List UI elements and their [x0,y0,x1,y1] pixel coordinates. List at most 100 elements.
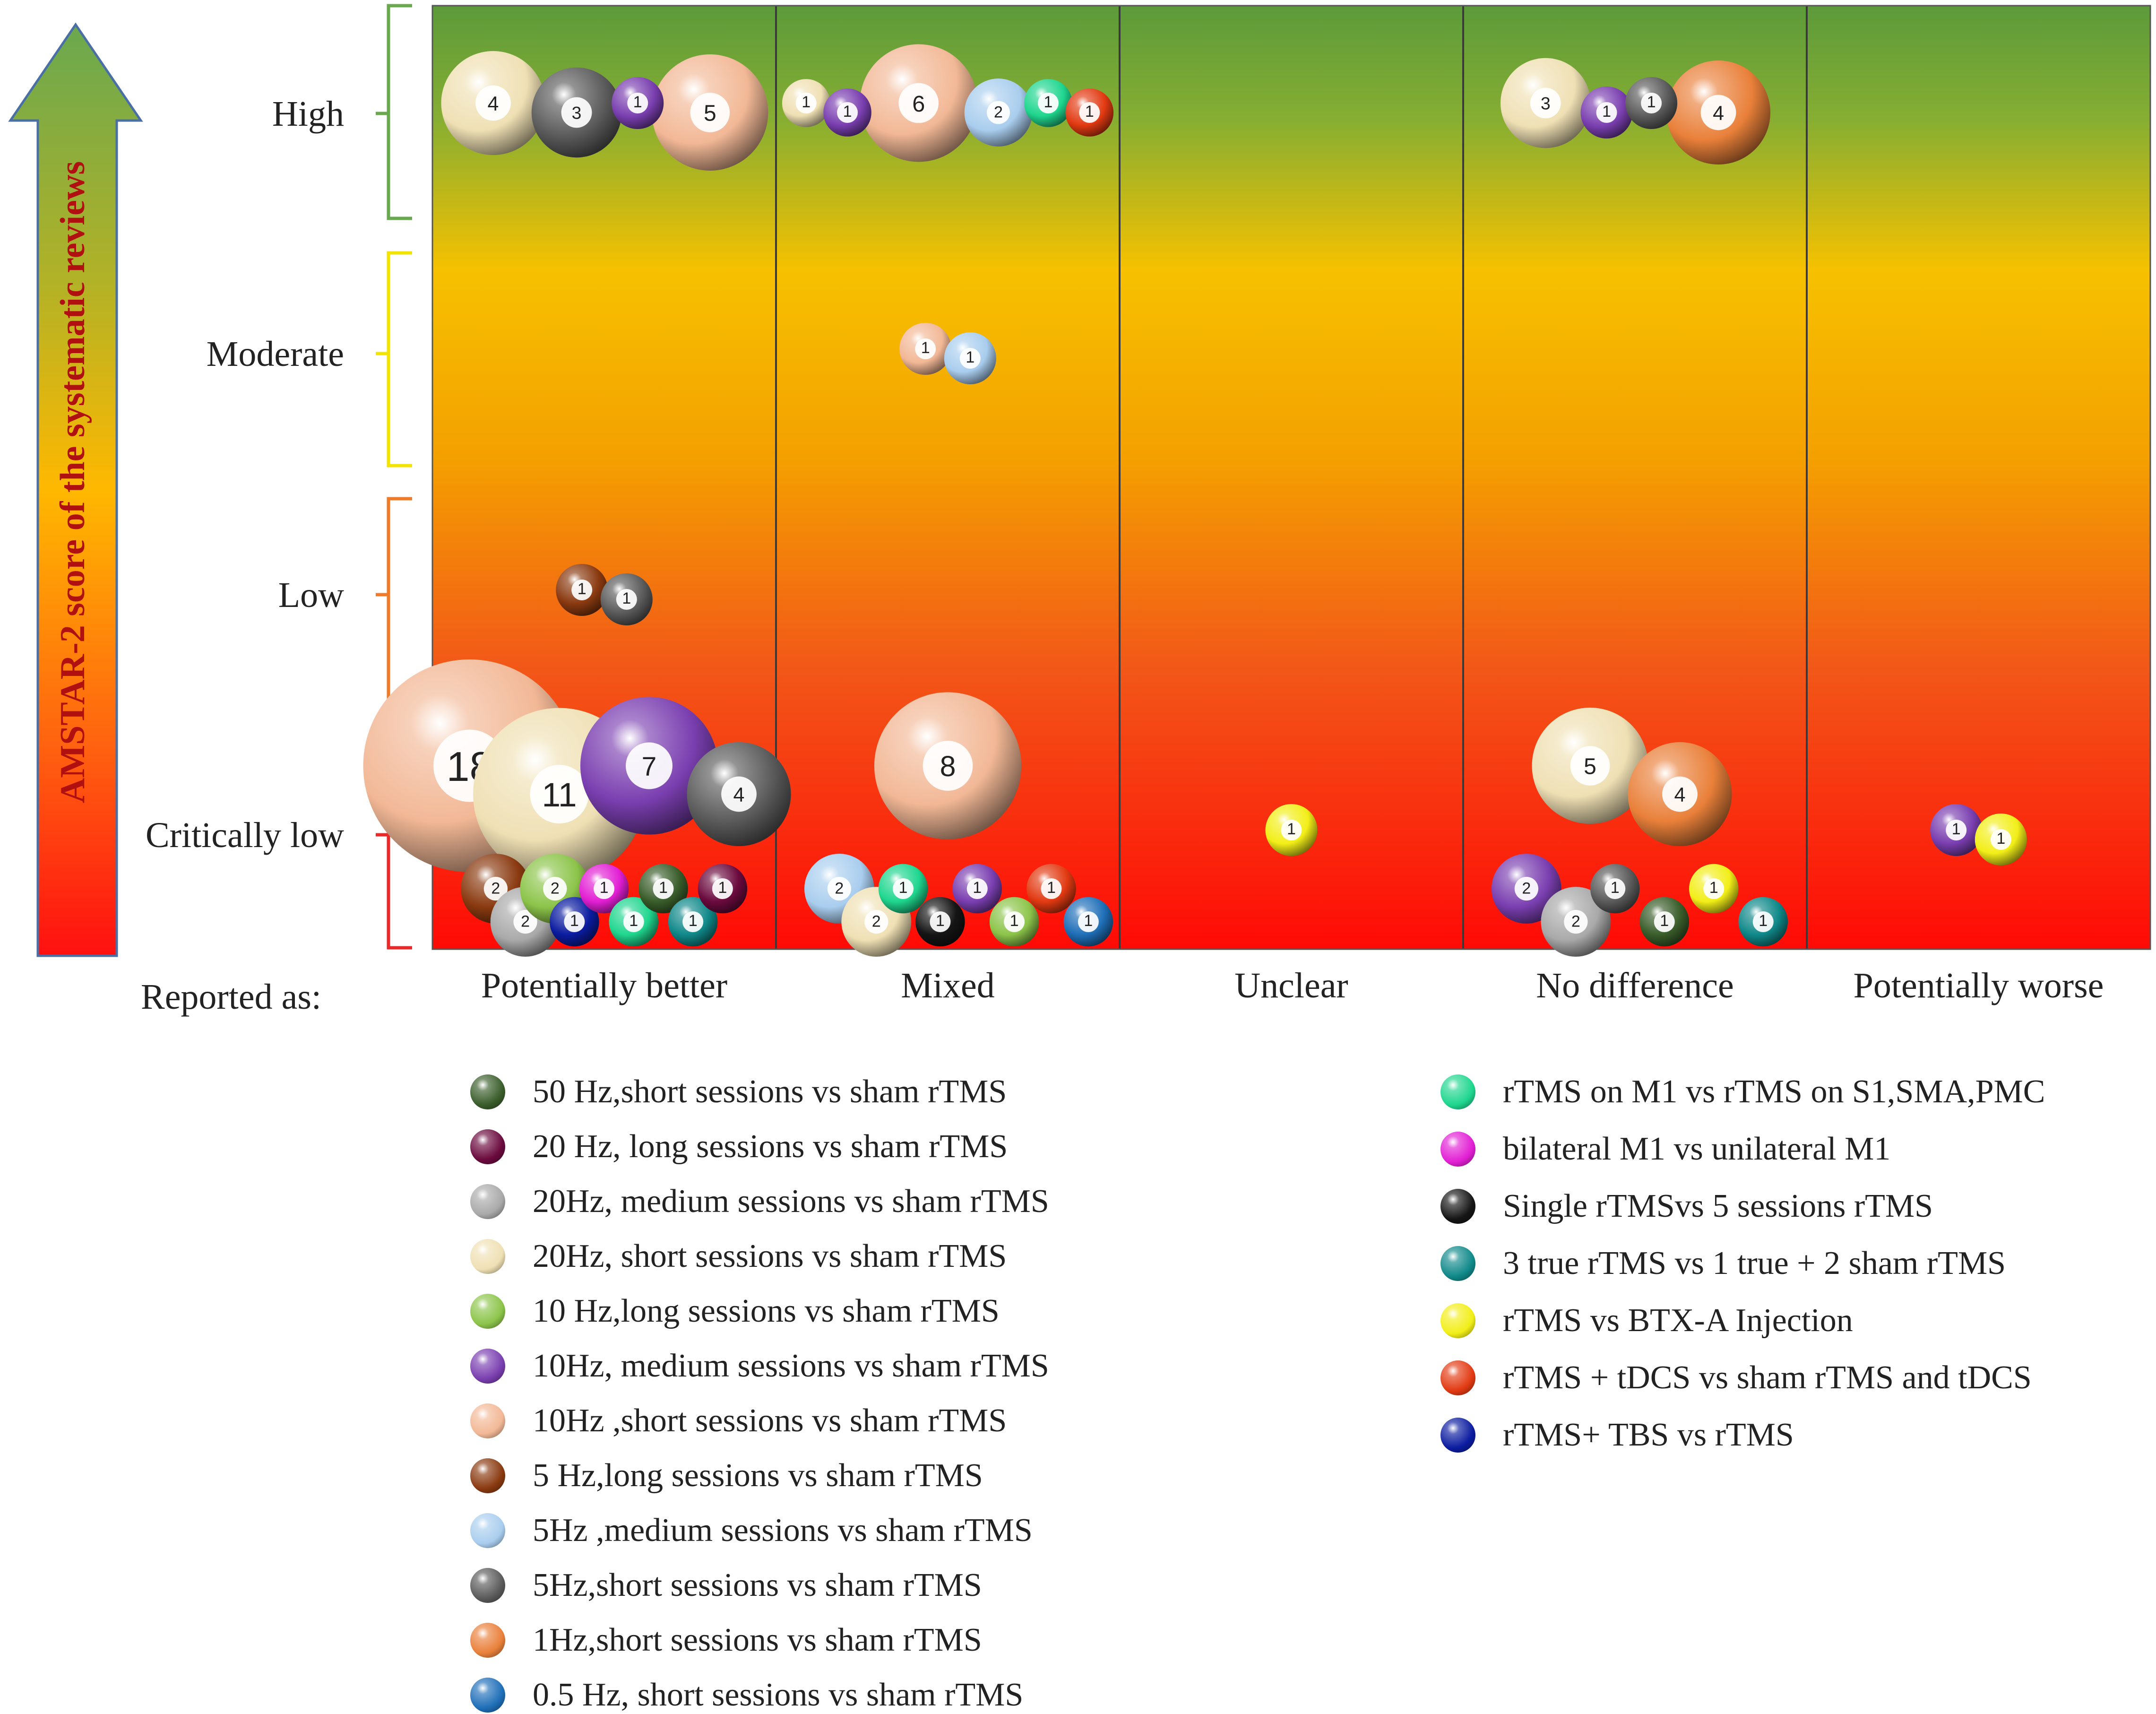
bubble-value-label: 4 [1713,102,1724,125]
bubble-value-disc [561,97,592,128]
bubble-value-disc [987,101,1010,124]
bubble-value-label: 1 [1047,879,1056,897]
bubble-value-disc [1662,776,1698,812]
column-label: Potentially better [481,966,727,1005]
bubble: 1 [1265,804,1318,856]
legend-label: 3 true rTMS vs 1 true + 2 sham rTMS [1503,1245,2006,1281]
column-label: Mixed [901,966,994,1005]
legend-sphere-icon [470,1294,505,1329]
bubble-value-disc [1530,87,1561,119]
legend-item: 5Hz ,medium sessions vs sham rTMS [470,1512,1033,1550]
bubble-value-label: 1 [1660,912,1669,930]
legend-item: 20 Hz, long sessions vs sham rTMS [470,1128,1008,1166]
bubble: 6 [860,44,978,162]
bubble: 3 [531,67,622,158]
legend-label: 5 Hz,long sessions vs sham rTMS [533,1457,983,1494]
legend-sphere-icon [470,1074,505,1109]
legend-item: 0.5 Hz, short sessions vs sham rTMS [470,1676,1023,1714]
legend-sphere-icon [470,1349,505,1384]
bubble: 1 [989,897,1039,947]
bubble-value-label: 1 [1084,912,1093,930]
bubble-value-label: 1 [921,339,930,357]
bubble: 1 [915,897,965,947]
bubble: 4 [1666,61,1771,164]
legend-label: rTMS on M1 vs rTMS on S1,SMA,PMC [1503,1073,2045,1110]
bubble: 4 [1628,742,1732,846]
bubble: 1 [1590,864,1640,914]
bubble-value-label: 1 [1996,830,2005,848]
bubble-value-label: 1 [600,879,609,897]
legend-label: 20Hz, short sessions vs sham rTMS [533,1238,1007,1274]
bubble-value-label: 3 [1541,94,1551,113]
bubble-value-label: 5 [704,101,716,126]
bubble-value-disc [959,348,981,369]
bubble-value-disc [1752,911,1774,932]
bubble: 1 [638,864,688,914]
legend-sphere-icon [470,1458,505,1493]
bubble-value-disc [827,876,852,901]
legend-label: Single rTMSvs 5 sessions rTMS [1503,1188,1933,1224]
bubble: 4 [441,51,545,155]
legend-label: 20 Hz, long sessions vs sham rTMS [533,1128,1008,1165]
plot-frame [431,5,2151,950]
bubble-value-label: 4 [733,784,745,806]
legend-item: rTMS+ TBS vs rTMS [1440,1416,1794,1454]
bubble-value-label: 2 [551,880,560,898]
bubble: 1 [944,332,996,384]
bubble-value-label: 1 [718,879,727,897]
bubble-value-disc [1596,102,1617,123]
bubble-value-label: 2 [1522,880,1531,898]
bubble-value-label: 1 [1759,912,1768,930]
legend-item: bilateral M1 vs unilateral M1 [1440,1130,1890,1168]
bubble-value-label: 1 [1709,879,1718,897]
bubble-value-disc [1700,95,1736,130]
y-axis-arrow [8,22,143,957]
bubble-value-label: 1 [1085,103,1094,121]
legend-item: 1Hz,short sessions vs sham rTMS [470,1621,982,1659]
bubble-value-label: 3 [572,103,582,123]
legend-item: rTMS vs BTX-A Injection [1440,1302,1853,1340]
bubble-value-disc [893,878,914,899]
bubble-value-label: 1 [966,348,975,366]
bubble: 1 [550,897,599,947]
bubble: 1 [1065,88,1114,137]
legend-item: 5Hz,short sessions vs sham rTMS [470,1567,982,1604]
bubble: 8 [874,692,1022,840]
row-label: Critically low [146,815,344,855]
legend-sphere-icon [1440,1303,1475,1338]
row-bracket-moderate [376,251,412,467]
bubble-value-disc [915,338,936,359]
legend-sphere-icon [1440,1418,1475,1453]
row-label: Low [278,575,344,615]
bubble-value-label: 6 [912,91,925,117]
bubble-value-label: 1 [936,912,945,930]
bubble: 1 [1689,864,1739,914]
bubble-value-disc [795,93,817,113]
legend-label: 20Hz, medium sessions vs sham rTMS [533,1183,1049,1220]
bubble-value-disc [1570,746,1610,786]
bubble-value-disc [594,878,615,899]
bubble-value-label: 1 [578,580,586,598]
bubble-value-label: 7 [642,752,657,782]
bubble: 1 [899,323,952,375]
bubble: 2 [964,78,1033,147]
row-bracket-low [376,497,412,713]
bubble: 1 [1738,897,1788,947]
legend-sphere-icon [1440,1189,1475,1224]
bubble-value-disc [1654,911,1675,932]
bubble-value-disc [930,911,951,932]
bubble-value-label: 1 [1044,93,1052,111]
bubble-value-disc [721,776,757,812]
bubble-value-disc [1078,911,1099,932]
bubble-value-disc [513,909,537,934]
bubble: 1 [782,79,830,127]
bubble-value-disc [1641,93,1662,113]
bubble-value-disc [1281,820,1302,840]
legend-sphere-icon [470,1568,505,1603]
legend-sphere-icon [470,1239,505,1274]
bubble: 1 [878,864,928,914]
bubble: 2 [1541,887,1611,957]
column-label: No difference [1536,966,1733,1005]
legend-item: 10Hz, medium sessions vs sham rTMS [470,1347,1049,1385]
bubble: 1 [579,864,629,914]
